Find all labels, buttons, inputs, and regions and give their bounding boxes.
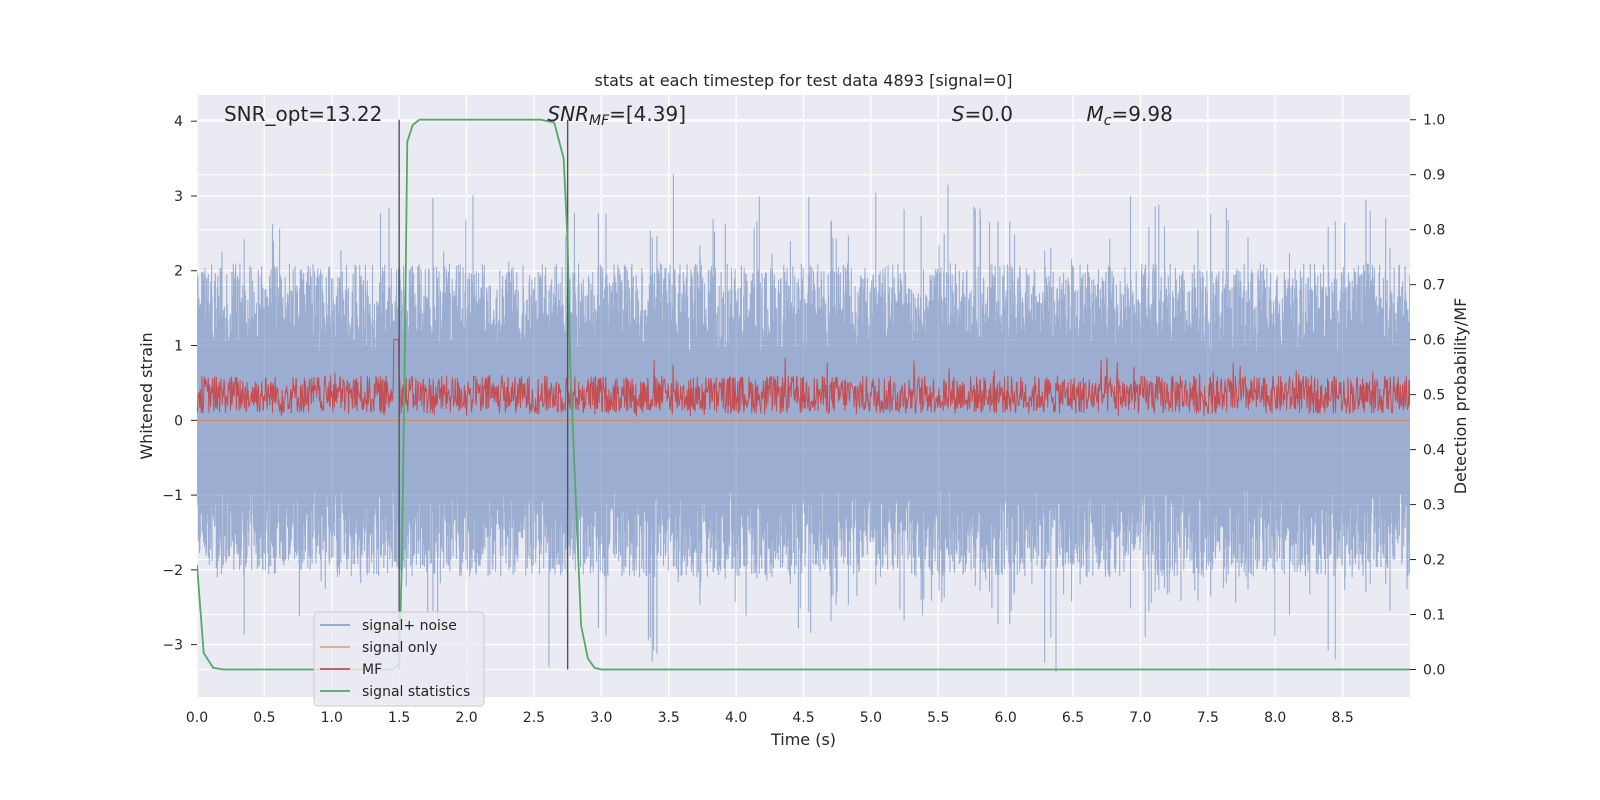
y-tick-label: 0 xyxy=(174,413,183,429)
x-tick-label: 3.5 xyxy=(658,710,680,726)
series-signal-statistics xyxy=(197,118,1410,671)
legend-label: signal only xyxy=(362,640,437,656)
x-tick-label: 2.5 xyxy=(523,710,545,726)
annotation-label: SNRMF=[4.39] xyxy=(547,102,686,129)
y2-axis-ticks: 0.0 0.1 0.2 0.3 0.4 0.5 0.6 0.7 0.8 0.9 1.0 xyxy=(1410,113,1445,679)
y-tick-label: 2 xyxy=(174,264,183,280)
y-tick-label: 4 xyxy=(174,114,183,130)
x-tick-label: 0.0 xyxy=(186,710,208,726)
legend-label: signal statistics xyxy=(362,684,470,700)
x-tick-label: 4.0 xyxy=(725,710,747,726)
annotations: SNR_opt=13.22 SNRMF=[4.39] S=0.0 Mc=9.98 xyxy=(224,102,1173,129)
x-tick-label: 1.0 xyxy=(321,710,343,726)
y-tick-label: −3 xyxy=(162,638,183,654)
x-tick-label: 5.0 xyxy=(860,710,882,726)
annotation-label: Mc=9.98 xyxy=(1087,102,1173,129)
x-axis-ticks: 0.0 0.5 1.0 1.5 2.0 2.5 3.0 3.5 4.0 4.5 5.0 5.5 6.0 6… xyxy=(186,710,1354,726)
x-tick-label: 8.5 xyxy=(1331,710,1353,726)
x-tick-label: 5.5 xyxy=(927,710,949,726)
x-tick-label: 4.5 xyxy=(792,710,814,726)
annotation-label: S=0.0 xyxy=(952,102,1013,126)
y2-tick-label: 1.0 xyxy=(1423,113,1445,129)
x-tick-label: 8.0 xyxy=(1264,710,1286,726)
legend: signal+ noise signal only MF signal statist… xyxy=(313,611,485,707)
y2-axis-label: Detection probability/MF xyxy=(1451,298,1470,495)
legend-label: signal+ noise xyxy=(362,618,457,634)
y2-tick-label: 0.7 xyxy=(1423,278,1445,294)
legend-label: MF xyxy=(362,662,382,678)
y-tick-label: −1 xyxy=(162,488,183,504)
annotation-label: SNR_opt=13.22 xyxy=(224,102,382,126)
y2-tick-label: 0.1 xyxy=(1423,608,1445,624)
y2-tick-label: 0.4 xyxy=(1423,443,1445,459)
x-tick-label: 3.0 xyxy=(590,710,612,726)
chart-title: stats at each timestep for test data 489… xyxy=(594,71,1012,90)
x-axis-label: Time (s) xyxy=(770,730,836,749)
x-tick-label: 6.0 xyxy=(995,710,1017,726)
data-layer xyxy=(197,118,1410,673)
x-tick-label: 7.0 xyxy=(1129,710,1151,726)
legend-box xyxy=(313,611,485,707)
y2-tick-label: 0.9 xyxy=(1423,168,1445,184)
y-axis-label: Whitened strain xyxy=(137,332,156,459)
y-tick-label: −2 xyxy=(162,563,183,579)
x-tick-label: 0.5 xyxy=(253,710,275,726)
y-tick-label: 3 xyxy=(174,189,183,205)
y-tick-label: 1 xyxy=(174,339,183,355)
x-tick-label: 7.5 xyxy=(1197,710,1219,726)
signal-statistics-line xyxy=(197,118,1410,671)
y2-tick-label: 0.2 xyxy=(1423,553,1445,569)
x-tick-label: 1.5 xyxy=(388,710,410,726)
y2-tick-label: 0.3 xyxy=(1423,498,1445,514)
vertical-lines xyxy=(398,119,569,670)
y2-tick-label: 0.0 xyxy=(1423,663,1445,679)
x-tick-label: 6.5 xyxy=(1062,710,1084,726)
y2-tick-label: 0.5 xyxy=(1423,388,1445,404)
x-tick-label: 2.0 xyxy=(455,710,477,726)
y2-tick-label: 0.8 xyxy=(1423,223,1445,239)
y-axis-ticks: −3 −2 −1 0 1 2 3 4 xyxy=(162,114,197,654)
y2-tick-label: 0.6 xyxy=(1423,333,1445,349)
